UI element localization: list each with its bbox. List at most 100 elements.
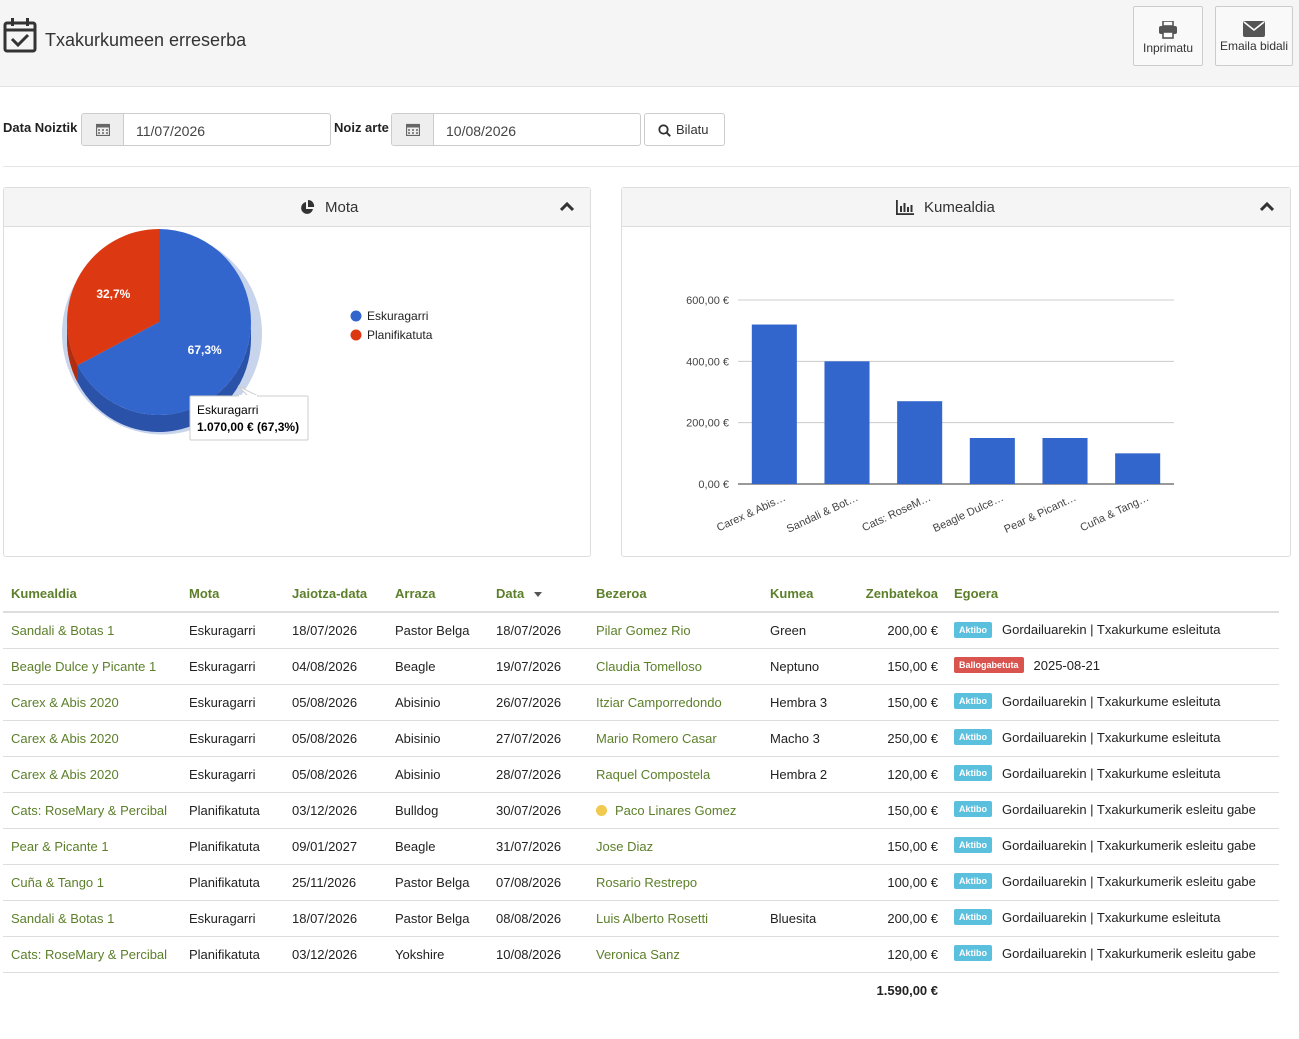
client-link[interactable]: Pilar Gomez Rio bbox=[596, 622, 691, 638]
date-cell: 31/07/2026 bbox=[488, 828, 588, 865]
col-header-client[interactable]: Bezeroa bbox=[588, 576, 762, 613]
email-button[interactable]: Emaila bidali bbox=[1215, 6, 1293, 66]
type-cell: Eskuragarri bbox=[181, 900, 284, 937]
litter-link[interactable]: Carex & Abis 2020 bbox=[3, 756, 181, 793]
page-header: Txakurkumeen erreserba Inprimatu Emaila … bbox=[0, 0, 1299, 87]
print-button[interactable]: Inprimatu bbox=[1133, 6, 1203, 66]
birth-date-cell: 05/08/2026 bbox=[284, 684, 387, 721]
type-chart-panel: Mota 67,3% 32,7% Eskuragarri Planifikatuta E… bbox=[3, 187, 591, 557]
litter-link[interactable]: Cuña & Tango 1 bbox=[3, 864, 181, 901]
amount-cell: 150,00 € bbox=[846, 684, 946, 721]
client-link[interactable]: Veronica Sanz bbox=[596, 946, 680, 962]
type-cell: Eskuragarri bbox=[181, 612, 284, 649]
to-calendar-addon[interactable] bbox=[392, 114, 434, 145]
col-header-puppy[interactable]: Kumea bbox=[762, 576, 846, 613]
date-cell: 30/07/2026 bbox=[488, 792, 588, 829]
client-link[interactable]: Jose Diaz bbox=[596, 838, 654, 854]
from-date-field[interactable]: 11/07/2026 bbox=[81, 113, 331, 146]
envelope-icon bbox=[1243, 21, 1265, 37]
bar bbox=[824, 361, 870, 484]
table-row[interactable]: Sandali & Botas 1 Eskuragarri 18/07/2026 Pa… bbox=[3, 612, 1279, 649]
chevron-up-icon[interactable] bbox=[560, 202, 574, 212]
col-header-litter[interactable]: Kumealdia bbox=[3, 576, 181, 613]
litter-link[interactable]: Carex & Abis 2020 bbox=[3, 720, 181, 757]
breed-cell: Beagle bbox=[387, 828, 488, 865]
col-header-amount[interactable]: Zenbatekoa bbox=[846, 576, 946, 613]
litter-link[interactable]: Cats: RoseMary & Percibal bbox=[3, 936, 181, 973]
col-header-status[interactable]: Egoera bbox=[946, 576, 1279, 613]
client-link[interactable]: Mario Romero Casar bbox=[596, 730, 717, 746]
status-cell: Aktibo Gordailuarekin | Txakurkume esleit… bbox=[946, 756, 1279, 793]
status-badge: Aktibo bbox=[954, 837, 992, 854]
chevron-up-icon[interactable] bbox=[1260, 202, 1274, 212]
legend-label: Eskuragarri bbox=[367, 309, 428, 323]
search-button[interactable]: Bilatu bbox=[644, 113, 725, 146]
table-row[interactable]: Carex & Abis 2020 Eskuragarri 05/08/2026 Ab… bbox=[3, 756, 1279, 793]
litter-panel-header[interactable]: Kumealdia bbox=[622, 188, 1290, 227]
type-panel-header[interactable]: Mota bbox=[4, 188, 590, 227]
filter-divider bbox=[3, 166, 1299, 167]
litter-panel-title: Kumealdia bbox=[924, 199, 995, 216]
litter-link[interactable]: Sandali & Botas 1 bbox=[3, 612, 181, 649]
table-row[interactable]: Carex & Abis 2020 Eskuragarri 05/08/2026 Ab… bbox=[3, 720, 1279, 757]
status-badge: Aktibo bbox=[954, 801, 992, 818]
client-link[interactable]: Itziar Camporredondo bbox=[596, 694, 722, 710]
litter-chart-panel: Kumealdia 0,00 € 200,00 € 400,00 € 600,00 €… bbox=[621, 187, 1291, 557]
birth-date-cell: 18/07/2026 bbox=[284, 612, 387, 649]
table-row[interactable]: Carex & Abis 2020 Eskuragarri 05/08/2026 Ab… bbox=[3, 684, 1279, 721]
litter-link[interactable]: Sandali & Botas 1 bbox=[3, 900, 181, 937]
litter-link[interactable]: Pear & Picante 1 bbox=[3, 828, 181, 865]
to-date-field[interactable]: 10/08/2026 bbox=[391, 113, 641, 146]
client-cell: Itziar Camporredondo bbox=[588, 684, 762, 721]
client-link[interactable]: Rosario Restrepo bbox=[596, 874, 698, 890]
amount-cell: 120,00 € bbox=[846, 756, 946, 793]
status-cell: Aktibo Gordailuarekin | Txakurkume esleit… bbox=[946, 684, 1279, 721]
pie-slice-side bbox=[67, 322, 78, 383]
col-header-birth-date[interactable]: Jaiotza-data bbox=[284, 576, 387, 613]
litter-link[interactable]: Beagle Dulce y Picante 1 bbox=[3, 648, 181, 685]
client-cell: Veronica Sanz bbox=[588, 936, 762, 973]
status-badge: Aktibo bbox=[954, 873, 992, 890]
client-link[interactable]: Raquel Compostela bbox=[596, 766, 711, 782]
puppy-cell: Neptuno bbox=[762, 648, 846, 685]
breed-cell: Bulldog bbox=[387, 792, 488, 829]
client-cell: Claudia Tomelloso bbox=[588, 648, 762, 685]
table-row[interactable]: Cats: RoseMary & Percibal Planifikatuta 03… bbox=[3, 936, 1279, 973]
x-tick-label: Pear & Picant… bbox=[1002, 492, 1078, 536]
breed-cell: Pastor Belga bbox=[387, 900, 488, 937]
pie-value-label: 32,7% bbox=[96, 287, 130, 301]
table-row[interactable]: Pear & Picante 1 Planifikatuta 09/01/2027 B… bbox=[3, 828, 1279, 865]
from-calendar-addon[interactable] bbox=[82, 114, 124, 145]
status-cell: Aktibo Gordailuarekin | Txakurkumerik esl… bbox=[946, 792, 1279, 829]
sort-desc-icon bbox=[534, 592, 543, 598]
legend-label: Planifikatuta bbox=[367, 328, 433, 342]
litter-link[interactable]: Cats: RoseMary & Percibal bbox=[3, 792, 181, 829]
client-link[interactable]: Luis Alberto Rosetti bbox=[596, 910, 709, 926]
client-link[interactable]: Claudia Tomelloso bbox=[596, 658, 702, 674]
status-text: Gordailuarekin | Txakurkumerik esleitu g… bbox=[1002, 873, 1256, 889]
client-link[interactable]: Paco Linares Gomez bbox=[615, 802, 737, 818]
col-header-breed[interactable]: Arraza bbox=[387, 576, 488, 613]
table-row[interactable]: Cats: RoseMary & Percibal Planifikatuta 03… bbox=[3, 792, 1279, 829]
status-text: Gordailuarekin | Txakurkume esleituta bbox=[1002, 729, 1221, 745]
puppy-cell: Green bbox=[762, 612, 846, 649]
table-row[interactable]: Beagle Dulce y Picante 1 Eskuragarri 04/08… bbox=[3, 648, 1279, 685]
col-header-type[interactable]: Mota bbox=[181, 576, 284, 613]
pie-slice-eskuragarri bbox=[77, 229, 251, 415]
x-tick-label: Cats: RoseM… bbox=[860, 492, 933, 534]
status-text: Gordailuarekin | Txakurkumerik esleitu g… bbox=[1002, 945, 1256, 961]
table-row[interactable]: Cuña & Tango 1 Planifikatuta 25/11/2026 Pas… bbox=[3, 864, 1279, 901]
table-row[interactable]: Sandali & Botas 1 Eskuragarri 18/07/2026 Pa… bbox=[3, 900, 1279, 937]
litter-link[interactable]: Carex & Abis 2020 bbox=[3, 684, 181, 721]
table-header-row: Kumealdia Mota Jaiotza-data Arraza Data … bbox=[3, 576, 1279, 613]
date-cell: 18/07/2026 bbox=[488, 612, 588, 649]
status-text: Gordailuarekin | Txakurkume esleituta bbox=[1002, 909, 1221, 925]
status-text: Gordailuarekin | Txakurkume esleituta bbox=[1002, 693, 1221, 709]
date-cell: 28/07/2026 bbox=[488, 756, 588, 793]
type-cell: Eskuragarri bbox=[181, 720, 284, 757]
from-date-value[interactable]: 11/07/2026 bbox=[136, 123, 206, 139]
col-header-date[interactable]: Data bbox=[488, 576, 588, 613]
amount-cell: 150,00 € bbox=[846, 828, 946, 865]
to-date-value[interactable]: 10/08/2026 bbox=[446, 123, 517, 139]
type-cell: Eskuragarri bbox=[181, 684, 284, 721]
